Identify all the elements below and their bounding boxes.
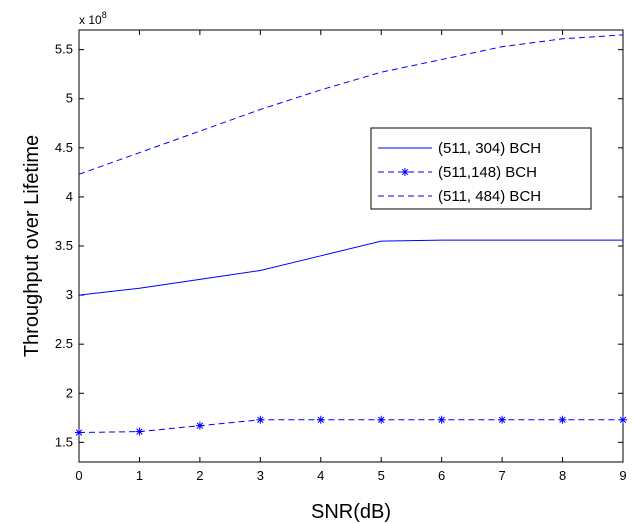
y-tick-label: 2.5 <box>55 336 73 351</box>
series-layer <box>75 34 627 437</box>
y-exponent-base: x 10 <box>79 13 102 27</box>
y-exponent-power: 8 <box>102 10 107 20</box>
data-point-marker <box>135 427 144 436</box>
y-exponent-label: x 108 <box>79 10 107 27</box>
data-point-marker <box>558 415 567 424</box>
x-tick-label: 8 <box>559 468 566 483</box>
x-tick-label: 7 <box>498 468 505 483</box>
data-point-marker <box>75 428 83 437</box>
legend-box <box>370 127 592 210</box>
y-tick-label: 5.5 <box>55 42 73 57</box>
data-point-marker <box>316 415 325 424</box>
y-tick-label: 5 <box>66 91 73 106</box>
plot-area <box>78 29 624 463</box>
legend: (511, 304) BCH (511,148) BCH (511, 484) BC… <box>370 127 592 210</box>
x-tick-label: 9 <box>619 468 626 483</box>
series-line-1 <box>78 239 623 296</box>
x-tick-label: 3 <box>257 468 264 483</box>
legend-label-1: (511, 304) BCH <box>438 140 541 157</box>
y-tick-label: 2 <box>66 385 73 400</box>
series-line-3 <box>78 34 624 175</box>
series-line-2 <box>78 419 623 433</box>
x-tick-label: 4 <box>317 468 324 483</box>
legend-marker <box>401 168 409 176</box>
data-point-marker <box>498 415 507 424</box>
x-axis-title: SNR(dB) <box>311 501 391 523</box>
legend-label-2: (511,148) BCH <box>438 164 537 181</box>
legend-label-3: (511, 484) BCH <box>438 188 541 205</box>
data-point-marker <box>437 415 446 424</box>
x-tick-label: 1 <box>136 468 143 483</box>
y-tick-label: 1.5 <box>55 434 73 449</box>
y-axis-title: Throughput over Lifetime <box>21 135 43 357</box>
x-tick-label: 0 <box>75 468 82 483</box>
y-tick-label: 4.5 <box>55 140 73 155</box>
data-point-marker <box>619 415 627 424</box>
y-tick-label: 3.5 <box>55 238 73 253</box>
data-point-marker <box>256 415 265 424</box>
x-tick-label: 6 <box>438 468 445 483</box>
data-point-marker <box>377 415 386 424</box>
x-tick-label: 2 <box>196 468 203 483</box>
y-tick-label: 4 <box>66 189 73 204</box>
y-tick-label: 3 <box>66 287 73 302</box>
x-tick-label: 5 <box>378 468 385 483</box>
axis-ticks: 0 1 2 3 4 5 6 7 8 9 1.5 2 2.5 3 3.5 4 4.5 5 5.5 <box>55 30 627 483</box>
data-point-marker <box>195 421 204 430</box>
